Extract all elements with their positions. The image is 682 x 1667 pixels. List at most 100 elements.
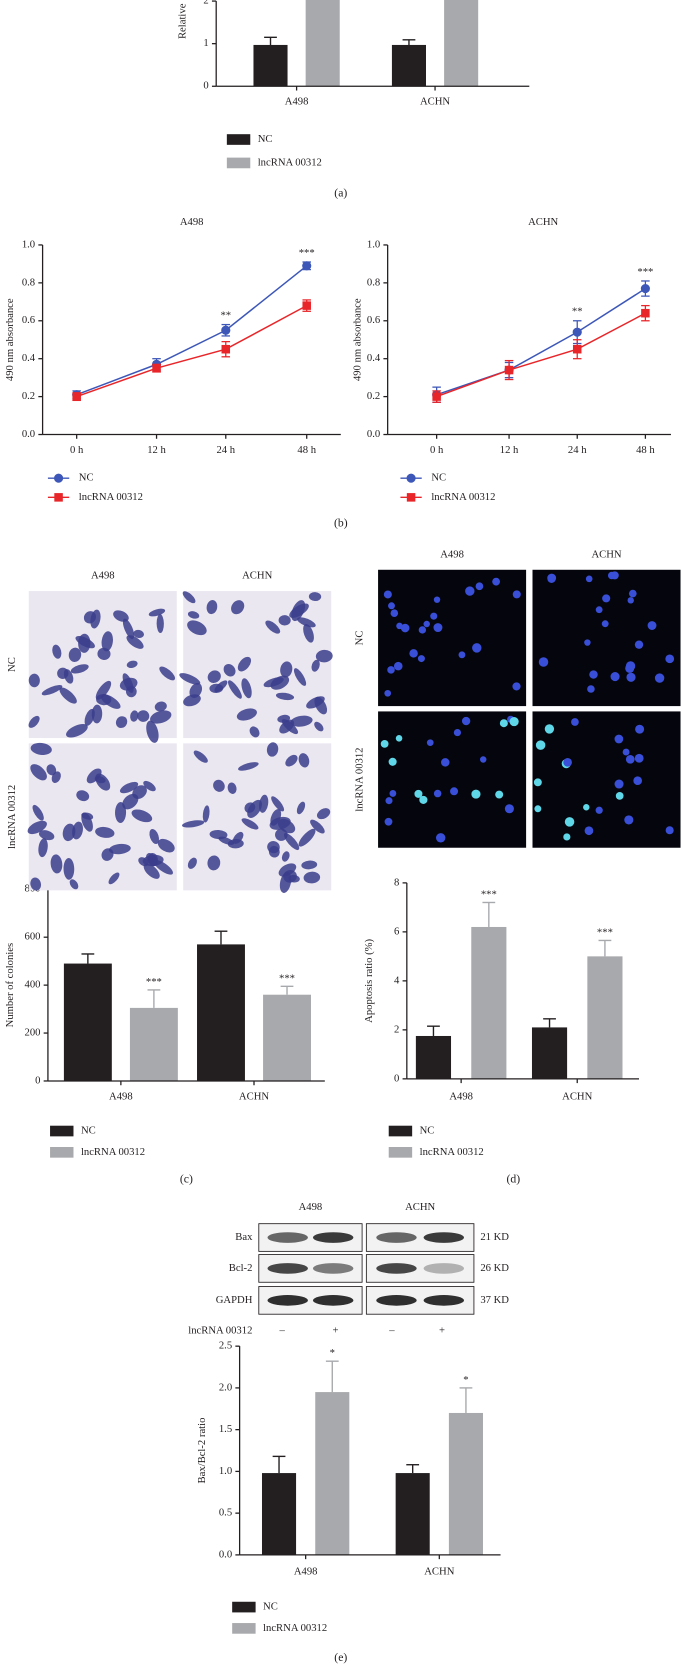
bars: [253, 0, 479, 87]
point: [432, 392, 441, 401]
nucleus: [584, 826, 594, 836]
point: [406, 473, 416, 483]
y-tick-label: 0.8: [22, 277, 35, 288]
cell: [119, 781, 139, 794]
y-axis-label: Relative: [178, 3, 189, 39]
cell: [143, 863, 160, 879]
y-tick-label: 6: [394, 926, 399, 937]
micrograph: [532, 569, 681, 707]
cell: [218, 836, 235, 846]
y-tick-label: 2: [394, 1024, 399, 1035]
y-axis-label: 490 nm absorbance: [352, 298, 363, 381]
bar: [391, 44, 427, 87]
nucleus: [465, 586, 475, 596]
cell: [314, 696, 328, 715]
cell: [115, 716, 128, 728]
cell: [28, 715, 40, 728]
cell: [283, 832, 300, 851]
y-tick-label: 4: [394, 975, 400, 986]
cell: [232, 831, 244, 844]
cell: [293, 668, 307, 686]
bar: [315, 1392, 350, 1555]
cell: [81, 812, 93, 832]
nucleus: [495, 790, 504, 799]
blot-band: [312, 1263, 354, 1274]
y-axis-label: Apoptosis ratio (%): [364, 938, 375, 1022]
point: [54, 493, 63, 502]
cell: [147, 852, 159, 867]
nucleus: [665, 826, 674, 835]
nucleus: [384, 689, 392, 697]
nucleus: [479, 756, 487, 763]
bar: [471, 926, 507, 1079]
cell: [38, 838, 48, 858]
x-tick-label: ACHN: [424, 1566, 454, 1577]
nucleus: [628, 589, 637, 598]
x-tick-label: 24 h: [216, 445, 235, 456]
micrograph: [378, 711, 527, 848]
nucleus: [625, 663, 635, 673]
y-tick-label: 0.8: [367, 277, 380, 288]
series-line: [76, 265, 308, 396]
significance: **: [572, 307, 583, 318]
cell: [131, 809, 153, 823]
micrograph: [532, 711, 681, 848]
nucleus: [472, 643, 482, 653]
cell: [278, 615, 291, 626]
cell: [126, 660, 138, 669]
nucleus: [499, 719, 508, 728]
nucleus: [400, 623, 410, 633]
cell: [279, 719, 295, 734]
nucleus: [433, 623, 443, 633]
cell: [156, 614, 164, 634]
blot-band: [312, 1232, 354, 1243]
y-tick-label: 0: [35, 1075, 40, 1086]
cell: [108, 872, 120, 885]
cell: [57, 667, 69, 679]
cell: [97, 647, 111, 660]
nucleus: [435, 833, 446, 843]
column-label: A498: [440, 549, 464, 560]
legend-swatch: [388, 1125, 413, 1137]
cell: [231, 600, 245, 615]
legend-label: NC: [258, 134, 273, 145]
cell: [182, 820, 205, 828]
cell: [267, 840, 280, 854]
panel-label: (e): [334, 1651, 347, 1664]
nucleus: [584, 639, 591, 646]
point: [302, 261, 312, 271]
nucleus: [387, 666, 395, 674]
y-tick-label: 1.0: [22, 239, 35, 250]
nucleus: [595, 806, 603, 814]
cell: [86, 768, 102, 784]
nucleus: [635, 724, 645, 734]
point: [572, 344, 582, 354]
nucleus: [563, 833, 571, 841]
nucleus: [622, 748, 630, 756]
nucleus: [595, 606, 603, 614]
point: [53, 473, 64, 483]
significance: ***: [597, 927, 613, 938]
nucleus: [614, 779, 624, 789]
cell: [308, 592, 322, 602]
nucleus: [450, 787, 459, 796]
blot-band: [267, 1232, 308, 1243]
nucleus: [647, 621, 657, 630]
row-label: lncRNA 00312: [354, 748, 365, 812]
nucleus: [461, 716, 471, 726]
point: [406, 493, 416, 502]
legend-swatch: [50, 1125, 74, 1137]
y-tick-label: 1.0: [219, 1466, 232, 1477]
x-tick-label: 48 h: [297, 445, 316, 456]
cell: [143, 780, 156, 792]
bar: [253, 44, 288, 87]
micrograph: [183, 591, 332, 739]
treatment-label: lncRNA 00312: [188, 1326, 252, 1337]
panel-label: (c): [180, 1173, 193, 1186]
y-tick-label: 1.5: [219, 1424, 232, 1435]
nucleus: [624, 815, 634, 825]
row-label: lncRNA 00312: [7, 785, 18, 849]
cell: [70, 664, 89, 674]
figure-body: A498 ACHN 0 1 2 Relative NC lncRNA 00312 0 h 12 h…: [5, 0, 681, 1664]
nucleus: [471, 789, 481, 799]
